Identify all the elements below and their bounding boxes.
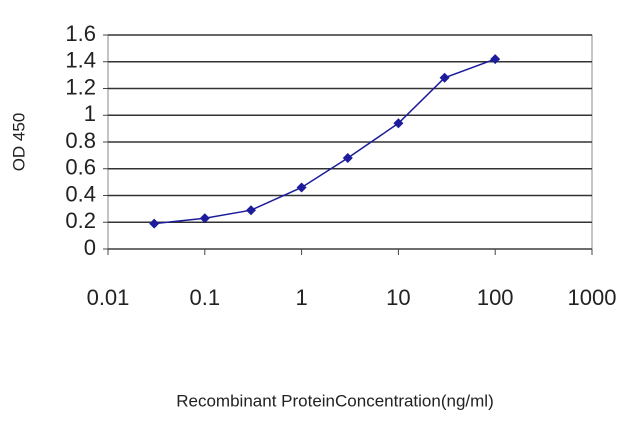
- x-tick-label: 10: [386, 285, 410, 310]
- data-point: [245, 205, 256, 216]
- data-point: [342, 153, 353, 164]
- data-point: [439, 72, 450, 83]
- y-tick-label: 1: [84, 101, 96, 126]
- y-tick-label: 1.2: [65, 74, 96, 99]
- data-point: [296, 182, 307, 193]
- x-tick-label: 0.01: [87, 285, 130, 310]
- x-tick-label: 100: [477, 285, 514, 310]
- y-tick-label: 0.8: [65, 128, 96, 153]
- y-tick-label: 0.6: [65, 155, 96, 180]
- data-point: [149, 218, 160, 229]
- y-tick-label: 0.4: [65, 181, 96, 206]
- x-axis-title: Recombinant ProteinConcentration(ng/ml): [176, 391, 494, 410]
- y-tick-label: 1.4: [65, 48, 96, 73]
- y-tick-label: 0.2: [65, 208, 96, 233]
- x-tick-label: 0.1: [190, 285, 221, 310]
- y-tick-label: 0: [84, 235, 96, 260]
- x-tick-label: 1000: [568, 285, 617, 310]
- data-point: [490, 54, 501, 65]
- series-line: [154, 58, 496, 225]
- y-tick-label: 1.6: [65, 21, 96, 46]
- data-point: [199, 213, 210, 224]
- x-tick-label: 1: [295, 285, 307, 310]
- y-axis-title: OD 450: [9, 113, 28, 172]
- data-point: [393, 118, 404, 129]
